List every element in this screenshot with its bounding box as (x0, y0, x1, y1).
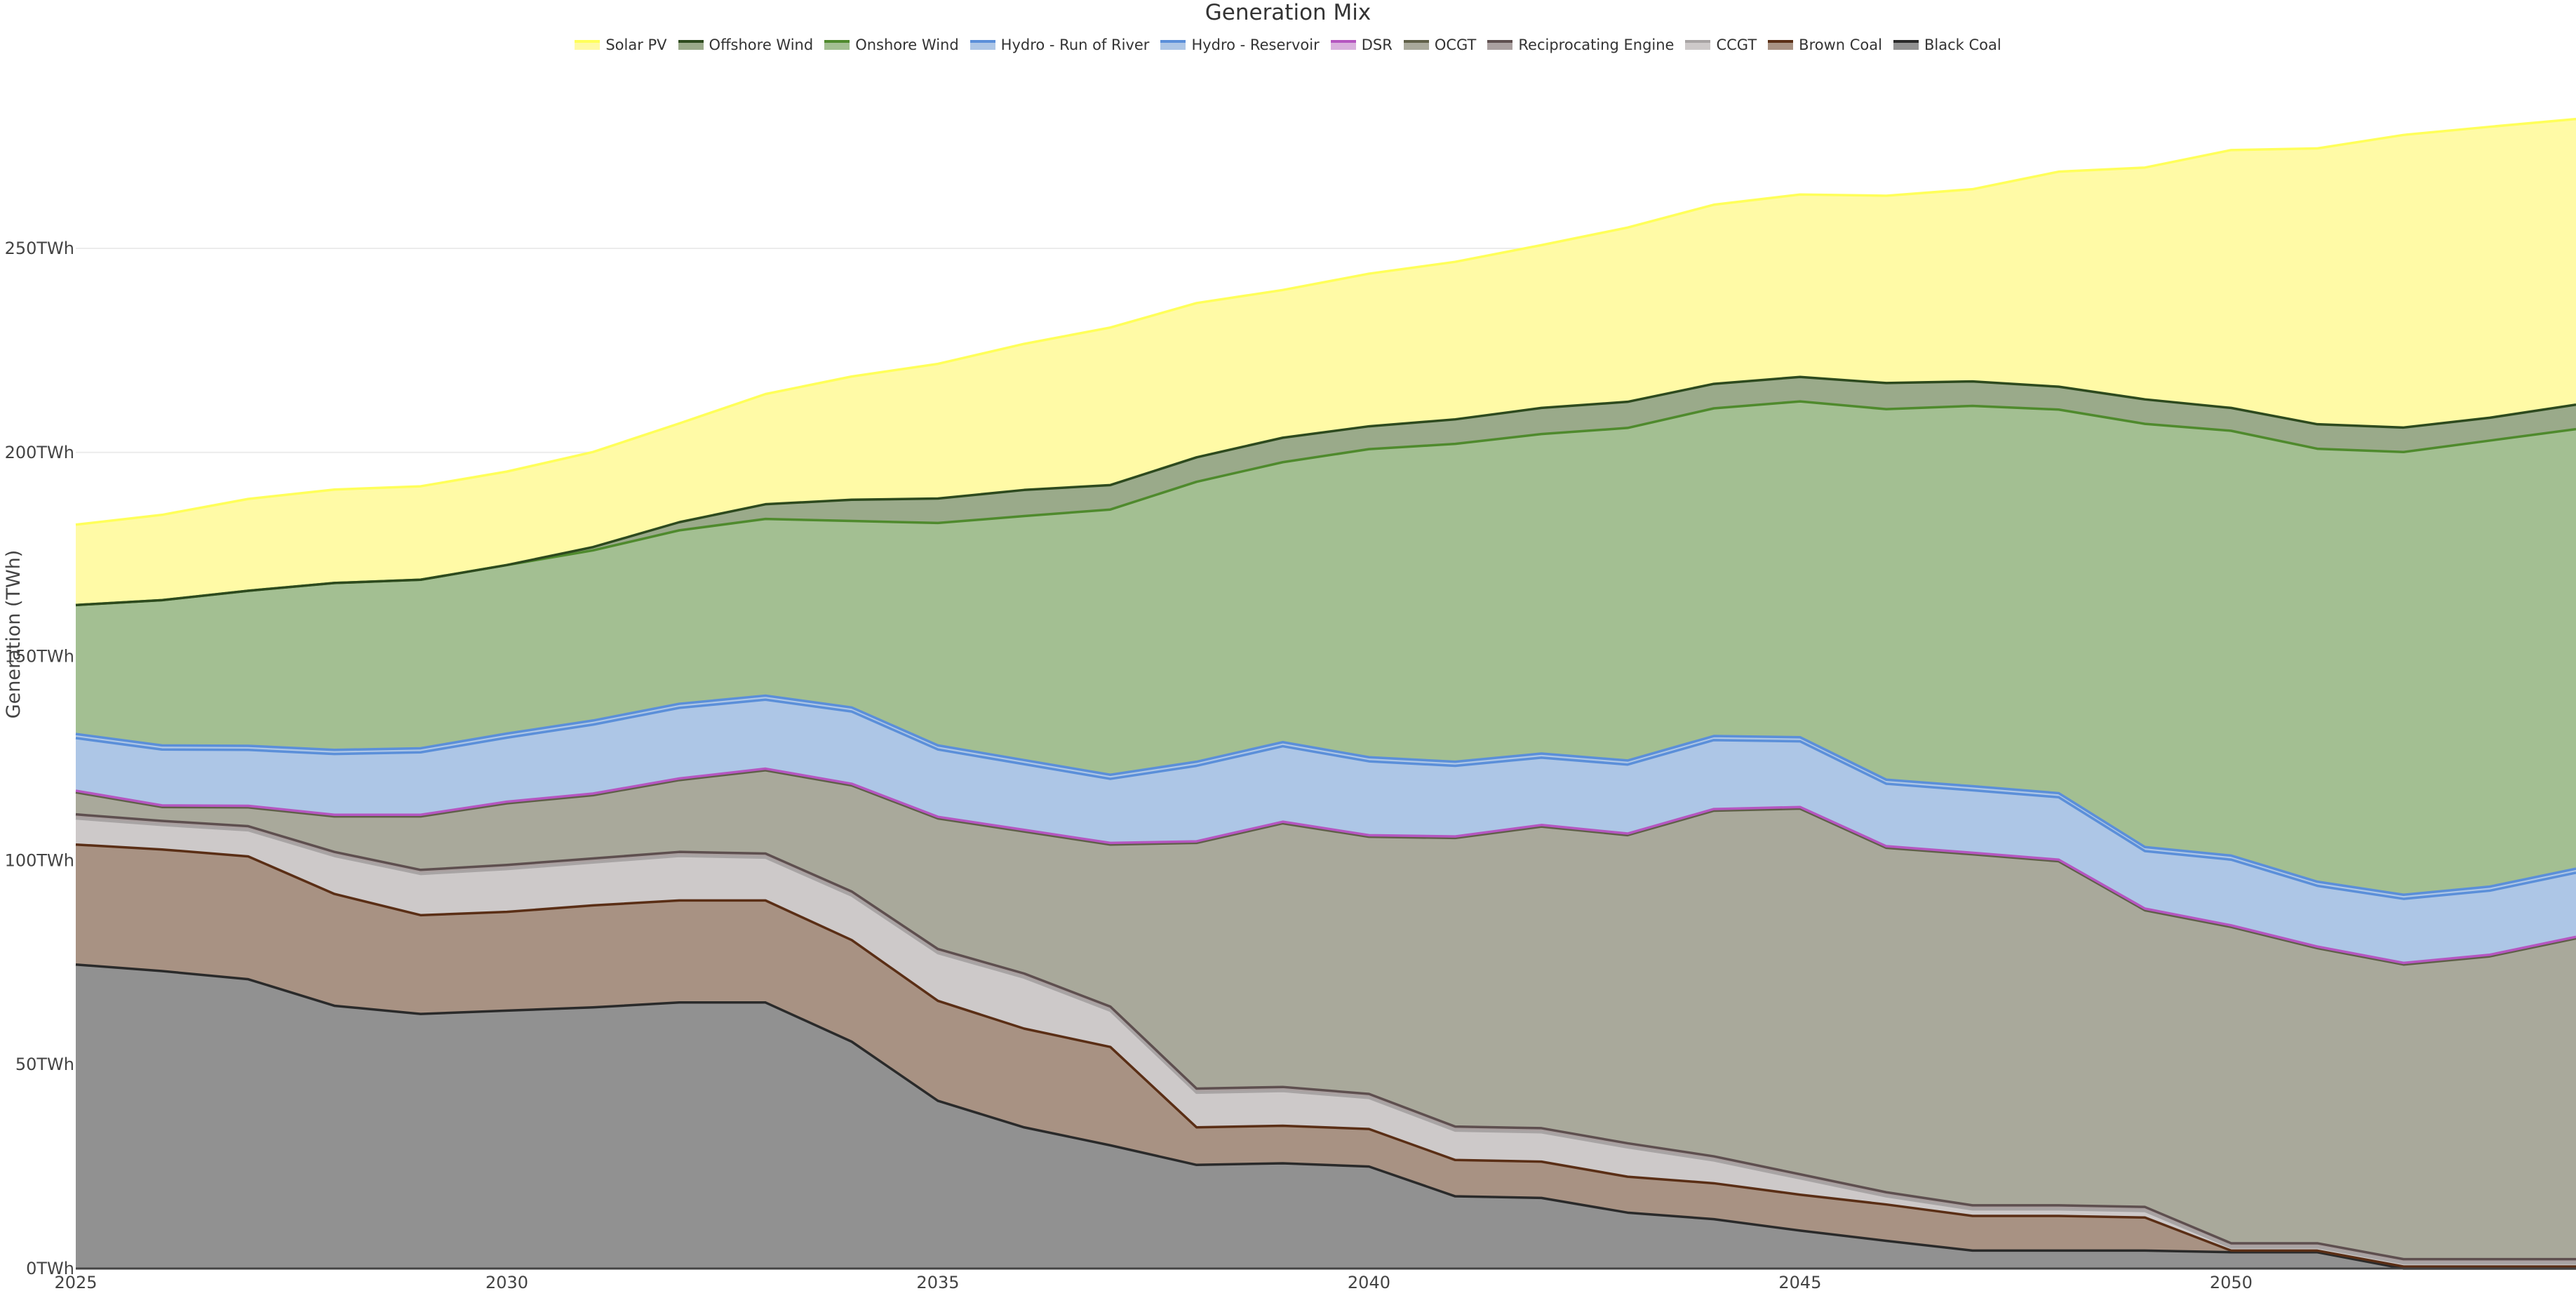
x-tick-label: 2035 (916, 1273, 959, 1291)
line-offshore-wind (75, 375, 2576, 607)
y-tick-label: 100TWh (5, 850, 74, 870)
area-series (75, 117, 2576, 1270)
legend-label: CCGT (1716, 36, 1757, 53)
legend-label: Onshore Wind (855, 36, 959, 53)
line-black-coal (75, 963, 2576, 1270)
line-ccgt (75, 817, 2576, 1265)
legend-swatch-icon (824, 40, 850, 50)
line-brown-coal (75, 843, 2576, 1268)
legend-item-hydro-run-of-river[interactable]: Hydro - Run of River (970, 36, 1150, 53)
legend-item-offshore-wind[interactable]: Offshore Wind (678, 36, 814, 53)
legend-item-onshore-wind[interactable]: Onshore Wind (824, 36, 959, 53)
area-solar-pv[interactable] (76, 119, 2576, 606)
area-ccgt[interactable] (76, 818, 2576, 1267)
legend-item-ocgt[interactable]: OCGT (1403, 36, 1477, 53)
legend-label: Hydro - Reservoir (1191, 36, 1320, 53)
line-hydro-run-of-river (75, 694, 2576, 896)
legend-swatch-icon (678, 40, 704, 50)
x-tick-label: 2040 (1348, 1273, 1390, 1291)
legend-label: OCGT (1434, 36, 1477, 53)
legend-label: Offshore Wind (709, 36, 814, 53)
legend-label: Reciprocating Engine (1518, 36, 1675, 53)
legend-item-ccgt[interactable]: CCGT (1685, 36, 1757, 53)
legend-swatch-icon (1160, 40, 1186, 50)
y-tick-label: 200TWh (5, 443, 74, 462)
legend-label: DSR (1361, 36, 1393, 53)
axes: 0TWh 50TWh 100TWh 150TWh 200TWh 250TWh 2025 203… (5, 239, 2576, 1291)
line-hydro-reservoir (75, 698, 2576, 900)
area-black-coal[interactable] (76, 964, 2576, 1269)
legend-label: Hydro - Run of River (1000, 36, 1150, 53)
y-axis-label: Generation (TWh) (3, 550, 25, 719)
y-tick-label: 250TWh (5, 239, 74, 258)
area-ocgt[interactable] (76, 770, 2576, 1259)
chart-title: Generation Mix (1205, 0, 1371, 25)
legend-item-reciprocating-engine[interactable]: Reciprocating Engine (1487, 36, 1674, 53)
legend-swatch-icon (970, 40, 995, 50)
legend-item-dsr[interactable]: DSR (1330, 36, 1393, 53)
legend-swatch-icon (1685, 40, 1711, 50)
x-tick-label: 2050 (2210, 1273, 2253, 1291)
legend-swatch-icon (1403, 40, 1429, 50)
y-tick-label: 50TWh (15, 1055, 74, 1074)
y-tick-label: 0TWh (26, 1259, 74, 1278)
legend: Solar PV Offshore Wind Onshore Wind Hydro -… (0, 36, 2576, 53)
area-brown-coal[interactable] (76, 844, 2576, 1269)
x-tick-label: 2045 (1778, 1273, 1821, 1291)
legend-label: Brown Coal (1799, 36, 1882, 53)
legend-label: Black Coal (1924, 36, 2001, 53)
legend-swatch-icon (1330, 40, 1356, 50)
legend-swatch-icon (1893, 40, 1919, 50)
legend-swatch-icon (1487, 40, 1513, 50)
legend-item-black-coal[interactable]: Black Coal (1893, 36, 2001, 53)
line-solar-pv (75, 117, 2576, 526)
line-ocgt (75, 769, 2576, 966)
legend-item-hydro-reservoir[interactable]: Hydro - Reservoir (1160, 36, 1320, 53)
legend-item-solar-pv[interactable]: Solar PV (575, 36, 667, 53)
x-tick-label: 2025 (54, 1273, 97, 1291)
legend-label: Solar PV (605, 36, 667, 53)
area-onshore-wind[interactable] (76, 401, 2576, 895)
legend-item-brown-coal[interactable]: Brown Coal (1768, 36, 1882, 53)
line-dsr (75, 767, 2576, 965)
y-tick-label: 150TWh (5, 647, 74, 667)
x-tick-label: 2030 (485, 1273, 528, 1291)
legend-swatch-icon (575, 40, 601, 50)
legend-swatch-icon (1768, 40, 1794, 50)
line-reciprocating-engine (75, 812, 2576, 1261)
area-hydro-reservoir[interactable] (76, 700, 2576, 963)
